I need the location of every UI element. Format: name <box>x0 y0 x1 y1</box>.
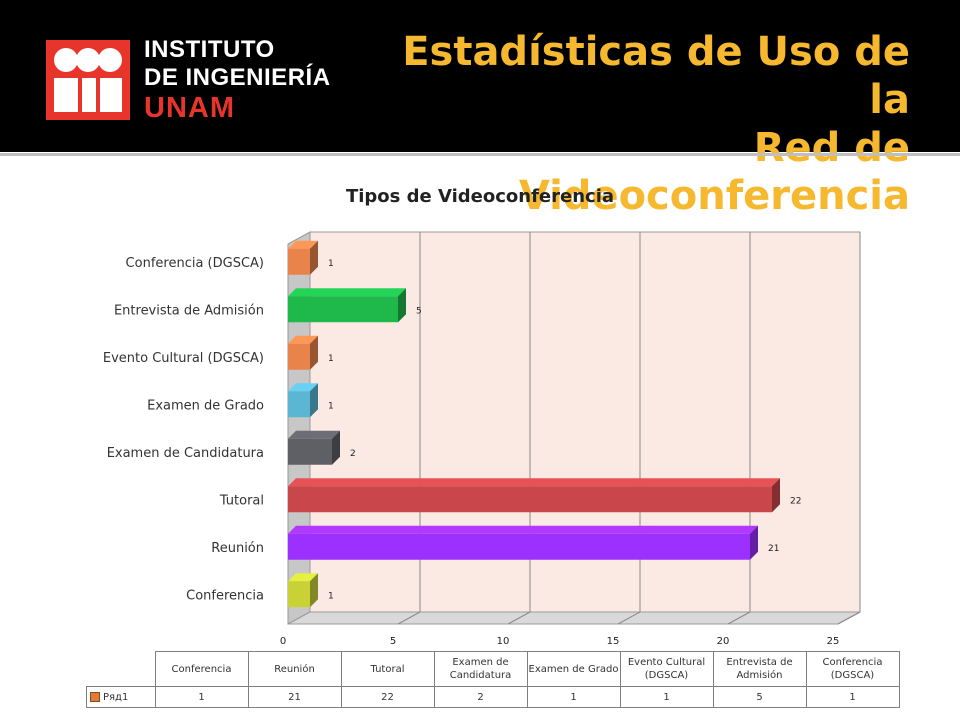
gridline-floor <box>837 611 861 625</box>
category-label: Conferencia (DGSCA) <box>126 256 264 271</box>
series-name: Ряд1 <box>103 691 129 703</box>
data-table-cell: 2 <box>433 686 528 708</box>
bar <box>288 296 398 323</box>
bar <box>288 343 310 370</box>
bar-side <box>310 573 318 608</box>
bar <box>288 391 310 418</box>
bar-side <box>310 335 318 370</box>
gridline-floor <box>397 611 421 625</box>
org-name-line1: INSTITUTO <box>144 36 275 63</box>
x-tick-label: 5 <box>390 636 396 647</box>
bar-side <box>332 430 340 465</box>
org-name-line2: DE INGENIERÍA <box>144 64 331 91</box>
category-label: Reunión <box>211 541 264 556</box>
bar-side <box>310 240 318 275</box>
gridline-floor <box>727 611 751 625</box>
bar <box>288 248 310 275</box>
data-table-header-row: Conferencia Reunión Tutoral Examen de Ca… <box>87 651 900 687</box>
bar-chart: 0 5 10 15 20 25 1 Conferencia (DGSCA) 5 Entrevist… <box>103 231 861 647</box>
bar-top <box>288 383 318 392</box>
x-tick-label: 25 <box>827 636 840 647</box>
chart-title: Tipos de Videoconferencia <box>345 186 615 207</box>
data-table-header: Evento Cultural (DGSCA) <box>619 651 714 687</box>
data-table-header: Tutoral <box>340 651 435 687</box>
category-label: Tutoral <box>219 493 264 508</box>
gridline-floor <box>507 611 531 625</box>
bar-side <box>772 478 780 513</box>
bar-side <box>398 288 406 323</box>
bar <box>288 533 750 560</box>
data-table-header: Entrevista de Admisión <box>712 651 807 687</box>
data-table-cell: 1 <box>154 686 249 708</box>
data-table-cell: 21 <box>247 686 342 708</box>
data-table-cell: 1 <box>805 686 900 708</box>
bar <box>288 486 772 513</box>
gridline-floor <box>617 611 641 625</box>
data-label: 1 <box>328 259 334 269</box>
data-table-corner <box>87 652 156 687</box>
data-label: 22 <box>790 496 801 506</box>
x-tick-label: 10 <box>497 636 510 647</box>
data-label: 5 <box>416 306 422 316</box>
bar-side <box>750 525 758 560</box>
x-tick-label: 0 <box>280 636 286 647</box>
data-table-header: Conferencia (DGSCA) <box>805 651 900 687</box>
data-label: 21 <box>768 544 779 554</box>
bar-side <box>310 383 318 418</box>
bar-top <box>288 430 340 439</box>
data-table-header: Examen de Candidatura <box>433 651 528 687</box>
data-table-header: Reunión <box>247 651 342 687</box>
bar-top <box>288 573 318 582</box>
category-label: Evento Cultural (DGSCA) <box>103 351 264 366</box>
x-tick-label: 15 <box>607 636 620 647</box>
data-label: 1 <box>328 591 334 601</box>
data-table-cell: 5 <box>712 686 807 708</box>
slide-title: Estadísticas de Uso de la Red de Videoco… <box>350 28 910 220</box>
bar <box>288 581 310 608</box>
category-label: Conferencia <box>186 588 264 603</box>
data-table: Conferencia Reunión Tutoral Examen de Ca… <box>86 651 900 708</box>
slide-title-line1: Estadísticas de Uso de la <box>402 29 910 123</box>
data-label: 1 <box>328 354 334 364</box>
data-table-values-row: Ряд1 1 21 22 2 1 1 5 1 <box>86 686 900 708</box>
plot-floor <box>287 611 861 625</box>
data-table-series-label: Ряд1 <box>86 686 156 708</box>
data-table-header: Examen de Grado <box>526 651 621 687</box>
category-label: Entrevista de Admisión <box>114 303 264 318</box>
category-label: Examen de Candidatura <box>107 446 264 461</box>
bar-top <box>288 240 318 249</box>
data-table-cell: 22 <box>340 686 435 708</box>
slide-header: INSTITUTO DE INGENIERÍA UNAM Estadística… <box>0 0 960 219</box>
header-divider <box>0 153 960 156</box>
org-name-line3: UNAM <box>144 92 235 124</box>
category-label: Examen de Grado <box>147 398 264 413</box>
bar-top <box>288 478 780 487</box>
legend-key-icon <box>90 691 100 702</box>
slide-title-line2: Red de Videoconferencia <box>518 125 910 219</box>
x-tick-label: 20 <box>717 636 730 647</box>
bar <box>288 438 332 465</box>
data-table-cell: 1 <box>619 686 714 708</box>
bar-top <box>288 525 758 534</box>
data-table-header: Conferencia <box>154 651 249 687</box>
data-label: 2 <box>350 449 356 459</box>
data-label: 1 <box>328 401 334 411</box>
bar-top <box>288 335 318 344</box>
bar-top <box>288 288 406 297</box>
institute-logo-icon <box>46 40 130 120</box>
data-table-cell: 1 <box>526 686 621 708</box>
